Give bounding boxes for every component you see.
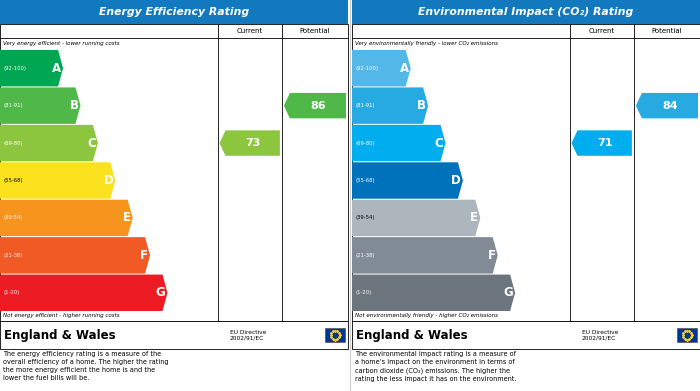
Polygon shape <box>352 237 498 274</box>
Text: (81-91): (81-91) <box>355 103 374 108</box>
Text: B: B <box>69 99 78 112</box>
Text: E: E <box>470 212 478 224</box>
Text: (92-100): (92-100) <box>355 66 378 71</box>
Text: (39-54): (39-54) <box>355 215 374 221</box>
Text: D: D <box>452 174 461 187</box>
Text: (69-80): (69-80) <box>355 141 374 145</box>
Bar <box>352 0 700 24</box>
Bar <box>0 0 348 24</box>
Polygon shape <box>571 130 632 156</box>
Bar <box>677 328 697 342</box>
Text: 84: 84 <box>662 100 678 111</box>
Text: (69-80): (69-80) <box>3 141 22 145</box>
Text: B: B <box>417 99 426 112</box>
Text: C: C <box>87 136 96 150</box>
Text: 73: 73 <box>245 138 260 148</box>
Polygon shape <box>0 88 80 124</box>
Text: Environmental Impact (CO₂) Rating: Environmental Impact (CO₂) Rating <box>419 7 634 17</box>
Text: Energy Efficiency Rating: Energy Efficiency Rating <box>99 7 249 17</box>
Text: The energy efficiency rating is a measure of the
overall efficiency of a home. T: The energy efficiency rating is a measur… <box>3 351 169 381</box>
Text: G: G <box>503 286 513 299</box>
Bar <box>0 24 348 321</box>
Text: EU Directive
2002/91/EC: EU Directive 2002/91/EC <box>230 330 266 341</box>
Text: England & Wales: England & Wales <box>356 328 468 341</box>
Bar <box>352 24 700 321</box>
Text: C: C <box>435 136 444 150</box>
Text: Potential: Potential <box>652 28 682 34</box>
Text: (1-20): (1-20) <box>355 290 371 295</box>
Text: Very environmentally friendly - lower CO₂ emissions: Very environmentally friendly - lower CO… <box>355 41 498 46</box>
Text: E: E <box>122 212 131 224</box>
Text: (55-68): (55-68) <box>3 178 22 183</box>
Text: (1-20): (1-20) <box>3 290 20 295</box>
Text: (39-54): (39-54) <box>3 215 22 221</box>
Polygon shape <box>0 125 98 161</box>
Polygon shape <box>352 88 428 124</box>
Text: Current: Current <box>237 28 262 34</box>
Text: D: D <box>104 174 113 187</box>
Polygon shape <box>0 200 133 236</box>
Text: EU Directive
2002/91/EC: EU Directive 2002/91/EC <box>582 330 618 341</box>
Text: Current: Current <box>589 28 615 34</box>
Polygon shape <box>636 93 698 118</box>
Polygon shape <box>0 274 167 311</box>
Text: A: A <box>52 62 61 75</box>
Text: F: F <box>140 249 148 262</box>
Text: F: F <box>488 249 496 262</box>
Polygon shape <box>0 50 63 86</box>
Text: 86: 86 <box>310 100 326 111</box>
Text: (21-38): (21-38) <box>355 253 374 258</box>
Polygon shape <box>284 93 346 118</box>
Polygon shape <box>352 162 463 199</box>
Text: England & Wales: England & Wales <box>4 328 116 341</box>
Text: Not environmentally friendly - higher CO₂ emissions: Not environmentally friendly - higher CO… <box>355 314 498 319</box>
Text: Potential: Potential <box>300 28 330 34</box>
Text: A: A <box>400 62 409 75</box>
Text: Not energy efficient - higher running costs: Not energy efficient - higher running co… <box>3 314 120 319</box>
Text: (21-38): (21-38) <box>3 253 22 258</box>
Text: G: G <box>155 286 165 299</box>
Text: (92-100): (92-100) <box>3 66 26 71</box>
Text: (81-91): (81-91) <box>3 103 22 108</box>
Polygon shape <box>220 130 280 156</box>
Polygon shape <box>352 50 411 86</box>
Polygon shape <box>352 125 445 161</box>
Polygon shape <box>352 200 480 236</box>
Text: (55-68): (55-68) <box>355 178 374 183</box>
Text: Very energy efficient - lower running costs: Very energy efficient - lower running co… <box>3 41 120 46</box>
Text: 71: 71 <box>597 138 612 148</box>
Polygon shape <box>352 274 515 311</box>
Polygon shape <box>0 162 116 199</box>
Text: The environmental impact rating is a measure of
a home’s impact on the environme: The environmental impact rating is a mea… <box>355 351 517 382</box>
Bar <box>0 321 348 349</box>
Bar <box>352 321 700 349</box>
Polygon shape <box>0 237 150 274</box>
Bar <box>325 328 345 342</box>
